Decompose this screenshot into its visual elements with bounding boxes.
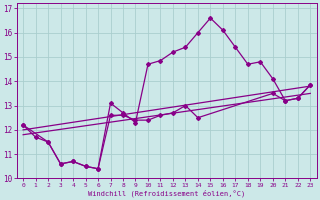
X-axis label: Windchill (Refroidissement éolien,°C): Windchill (Refroidissement éolien,°C) [88,189,245,197]
